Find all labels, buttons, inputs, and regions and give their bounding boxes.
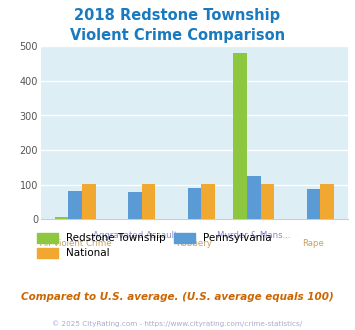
Text: 2018 Redstone Township: 2018 Redstone Township	[75, 8, 280, 23]
Bar	[307, 189, 320, 219]
Bar	[142, 184, 155, 219]
Bar	[320, 184, 334, 219]
Bar	[233, 53, 247, 219]
Bar	[187, 188, 201, 219]
Text: Robbery: Robbery	[176, 239, 212, 248]
Text: Compared to U.S. average. (U.S. average equals 100): Compared to U.S. average. (U.S. average …	[21, 292, 334, 302]
Bar	[201, 184, 215, 219]
Bar	[247, 176, 261, 219]
Bar	[69, 191, 82, 219]
Text: Murder & Mans...: Murder & Mans...	[217, 231, 291, 240]
Legend: Redstone Township, National, Pennsylvania: Redstone Township, National, Pennsylvani…	[37, 233, 272, 258]
Bar	[55, 217, 69, 219]
Text: Aggravated Assault: Aggravated Assault	[93, 231, 177, 240]
Bar	[82, 184, 96, 219]
Bar	[261, 184, 274, 219]
Bar	[128, 192, 142, 219]
Text: © 2025 CityRating.com - https://www.cityrating.com/crime-statistics/: © 2025 CityRating.com - https://www.city…	[53, 321, 302, 327]
Text: Rape: Rape	[302, 239, 324, 248]
Text: All Violent Crime: All Violent Crime	[39, 239, 111, 248]
Text: Violent Crime Comparison: Violent Crime Comparison	[70, 28, 285, 43]
